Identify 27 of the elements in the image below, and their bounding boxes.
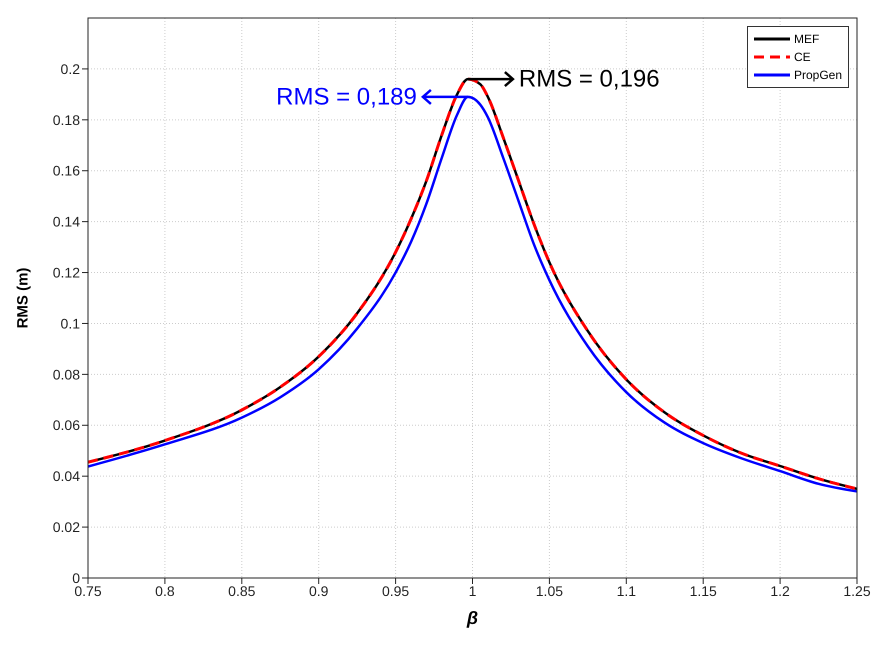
y-tick-label: 0.2 [60, 60, 80, 77]
x-tick-label: 1.15 [690, 582, 718, 599]
legend-label: PropGen [794, 68, 842, 82]
y-tick-label: 0.18 [52, 112, 80, 128]
x-tick-label: 0.85 [228, 582, 256, 599]
x-tick-label: 0.8 [155, 582, 175, 599]
y-tick-label: 0.04 [52, 468, 80, 484]
y-tick-label: 0.16 [52, 162, 80, 179]
y-tick-label: 0.12 [52, 264, 80, 281]
x-tick-label: 1 [468, 582, 477, 599]
y-tick-label: 0.1 [60, 315, 80, 332]
x-tick-label: 0.95 [382, 582, 410, 599]
y-tick-label: 0.02 [52, 519, 80, 536]
x-axis-title: β [466, 608, 478, 628]
y-axis-title: RMS (m) [14, 268, 32, 328]
annotation: RMS = 0,196 [518, 66, 660, 93]
y-tick-label: 0.06 [52, 417, 80, 434]
x-tick-label: 1.05 [536, 582, 564, 599]
legend-label: MEF [794, 32, 820, 46]
y-tick-label: 0.08 [52, 366, 80, 382]
x-tick-label: 1.25 [843, 582, 871, 599]
annotation: RMS = 0,189 [276, 83, 417, 110]
legend-label: CE [794, 50, 811, 64]
x-tick-label: 0.9 [308, 582, 329, 599]
y-tick-label: 0.14 [52, 214, 80, 230]
x-tick-label: 1.1 [616, 582, 636, 599]
x-tick-label: 1.2 [770, 582, 790, 599]
